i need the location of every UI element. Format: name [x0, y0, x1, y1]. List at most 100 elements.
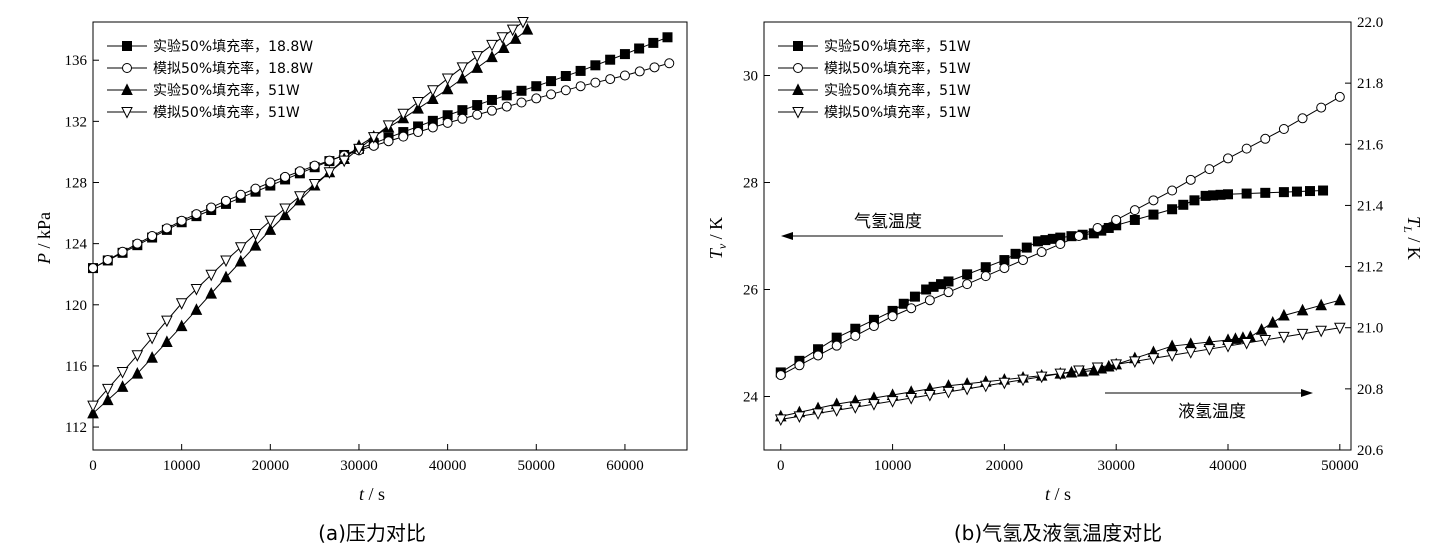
- series-1: [775, 91, 1345, 381]
- data-point: [190, 303, 203, 315]
- data-point: [1229, 332, 1242, 344]
- x-tick-label: 30000: [1097, 458, 1135, 474]
- y-tick-label: 28: [743, 176, 758, 192]
- data-point: [1147, 353, 1160, 365]
- data-point: [794, 360, 805, 371]
- data-point: [442, 117, 453, 128]
- y2-tick-label: 21.4: [1357, 198, 1384, 214]
- data-point: [517, 17, 529, 29]
- data-point: [412, 96, 424, 109]
- data-point: [1278, 187, 1289, 198]
- legend-label: 实验50%填充率，51W: [153, 82, 300, 99]
- data-point: [1111, 214, 1122, 225]
- x-tick-label: 0: [89, 458, 97, 474]
- data-point: [1018, 255, 1029, 266]
- data-point: [338, 155, 351, 168]
- data-point: [605, 74, 616, 85]
- arrow-left-head: [781, 232, 793, 240]
- data-point: [1223, 189, 1234, 200]
- data-point: [1223, 153, 1234, 164]
- data-point: [1334, 91, 1345, 102]
- y-tick-label: 24: [743, 390, 759, 406]
- data-point: [648, 37, 659, 48]
- y-tick-label: 124: [65, 237, 88, 253]
- legend-marker: [121, 107, 133, 119]
- data-point: [1334, 293, 1346, 306]
- data-point: [472, 100, 483, 111]
- data-point: [775, 370, 786, 381]
- data-point: [427, 85, 439, 97]
- data-point: [383, 136, 394, 147]
- data-point: [793, 411, 806, 423]
- data-point: [1241, 188, 1252, 199]
- data-point: [486, 94, 497, 105]
- data-point: [175, 298, 188, 310]
- panel-b-series: [774, 91, 1346, 427]
- data-point: [1296, 303, 1309, 316]
- data-point: [1305, 186, 1316, 197]
- data-point: [999, 263, 1010, 274]
- data-point: [190, 283, 203, 296]
- data-point: [264, 215, 277, 228]
- data-point: [1222, 341, 1234, 353]
- data-point: [87, 400, 99, 413]
- data-point: [850, 330, 861, 341]
- data-point: [501, 90, 512, 101]
- x-tick-label: 50000: [1321, 458, 1359, 474]
- data-point: [1167, 204, 1178, 215]
- panel-b-y2-ticks: 20.6 20.8 21.0 21.2 21.4 21.6 21.8 22.0: [1345, 15, 1384, 459]
- panel-b-temperature-chart: 0 10000 20000 30000 40000 50000 24 26 28 30 20.6…: [706, 15, 1424, 545]
- panel-a-legend: 实验50%填充率，18.8W 模拟50%填充率，18.8W 实验50%填充率，51W…: [107, 38, 313, 121]
- legend-marker: [122, 41, 132, 51]
- data-point: [1334, 322, 1346, 335]
- panel-a-plot-frame: [92, 21, 688, 451]
- x-tick-label: 20000: [252, 458, 290, 474]
- x-tick-label: 30000: [340, 458, 378, 474]
- data-point: [521, 23, 534, 35]
- data-point: [309, 160, 320, 171]
- data-point: [662, 32, 673, 43]
- y2-tick-label: 20.8: [1357, 382, 1383, 398]
- y-tick-label: 112: [65, 420, 87, 436]
- data-point: [868, 399, 880, 411]
- y-tick-label: 30: [743, 69, 758, 85]
- data-point: [323, 167, 336, 179]
- data-point: [1241, 143, 1252, 154]
- series-line: [780, 299, 1340, 417]
- data-point: [206, 202, 217, 213]
- data-point: [1129, 356, 1141, 368]
- data-point: [457, 113, 468, 124]
- data-point: [249, 239, 262, 251]
- data-point: [980, 271, 991, 282]
- data-point: [1260, 187, 1271, 198]
- data-point: [471, 61, 483, 73]
- data-point: [1184, 347, 1197, 359]
- legend-label: 模拟50%填充率，51W: [824, 104, 971, 121]
- data-point: [471, 51, 483, 63]
- data-point: [234, 242, 247, 254]
- panel-b-y-ticks: 24 26 28 30: [743, 69, 770, 406]
- data-point: [161, 335, 173, 347]
- y-tick-label: 128: [65, 176, 88, 192]
- data-point: [575, 65, 586, 76]
- data-point: [1240, 338, 1253, 350]
- panel-a-x-ticks: 0 10000 20000 30000 40000 50000 60000: [89, 444, 644, 474]
- data-point: [472, 109, 483, 120]
- data-point: [560, 71, 571, 82]
- data-point: [205, 286, 218, 299]
- data-point: [980, 262, 991, 273]
- data-point: [812, 408, 824, 420]
- data-point: [101, 393, 114, 406]
- panel-a-pressure-chart: 0 10000 20000 30000 40000 50000 60000 112 116 12…: [34, 17, 688, 545]
- data-point: [634, 43, 645, 54]
- data-point: [1148, 209, 1159, 220]
- data-point: [131, 366, 144, 379]
- legend-label: 实验50%填充率，18.8W: [153, 38, 313, 55]
- data-point: [1291, 186, 1302, 197]
- data-point: [1189, 195, 1200, 206]
- data-point: [427, 122, 438, 133]
- data-point: [531, 93, 542, 104]
- panel-a-y-ticks: 112 116 120 124 128 132 136: [65, 53, 99, 436]
- data-point: [146, 351, 158, 363]
